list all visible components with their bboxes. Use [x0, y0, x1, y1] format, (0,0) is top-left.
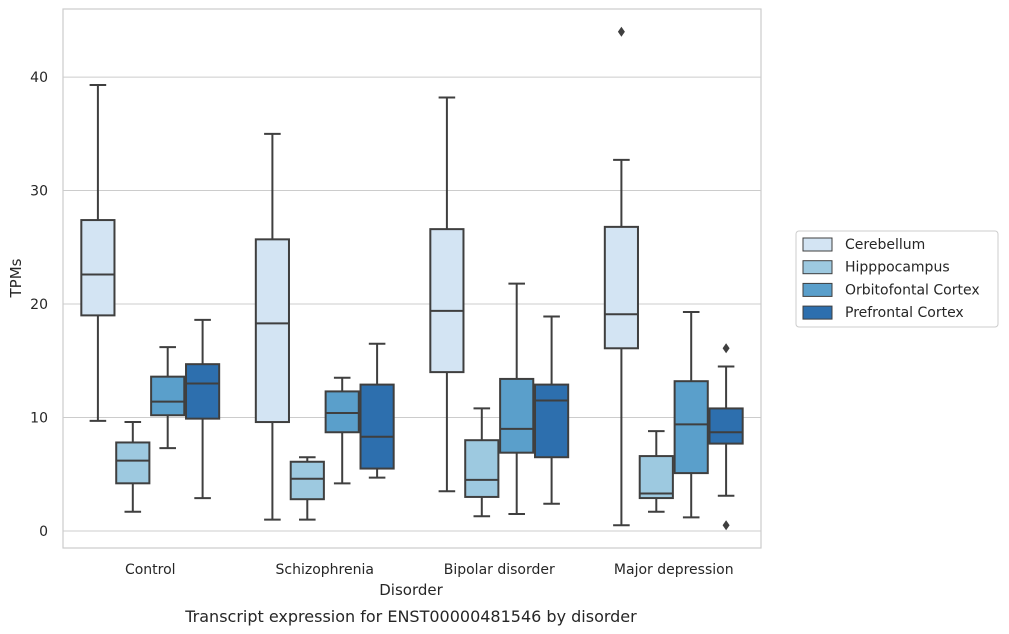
legend-swatch	[802, 282, 833, 297]
outlier-point	[722, 520, 730, 531]
x-axis-label: Disorder	[379, 581, 443, 599]
legend-label: Prefrontal Cortex	[845, 305, 964, 321]
chart-caption: Transcript expression for ENST0000048154…	[184, 607, 637, 626]
y-tick-label: 40	[30, 70, 48, 86]
box	[708, 407, 744, 445]
box	[185, 363, 221, 420]
y-tick-label: 20	[30, 297, 48, 313]
outlier-point	[617, 26, 625, 37]
legend-label: Hipppocampus	[845, 260, 950, 276]
gridlines	[63, 76, 761, 532]
x-tick-label: Schizophrenia	[276, 562, 374, 578]
x-tick-label: Control	[125, 562, 176, 578]
box	[603, 225, 639, 350]
x-tick-label: Bipolar disorder	[444, 562, 555, 578]
box	[534, 383, 570, 459]
x-tick-labels: Control Schizophrenia Bipolar disorder Majo…	[125, 562, 734, 578]
legend-frame	[795, 230, 999, 328]
legend-swatch	[802, 305, 833, 320]
box	[80, 219, 116, 317]
box	[115, 441, 151, 485]
plot-frame	[62, 8, 762, 549]
box	[673, 380, 709, 475]
x-tick-label: Major depression	[614, 562, 734, 578]
box	[429, 228, 465, 374]
boxes	[80, 26, 744, 531]
box	[499, 377, 535, 454]
box	[289, 460, 325, 501]
y-tick-label: 0	[39, 524, 48, 540]
legend-label: Cerebellum	[845, 237, 925, 253]
y-tick-label: 10	[30, 411, 48, 427]
box	[150, 375, 186, 417]
box	[254, 238, 290, 424]
box	[324, 390, 360, 434]
box	[359, 383, 395, 470]
legend-label: Orbitofontal Cortex	[845, 282, 980, 298]
legend-swatch	[802, 237, 833, 252]
box	[464, 439, 500, 498]
legend-swatch	[802, 260, 833, 275]
box	[638, 455, 674, 500]
legend: Cerebellum Hipppocampus Orbitofontal Corte…	[795, 230, 999, 328]
outlier-point	[722, 343, 730, 354]
y-tick-labels: 0 10 20 30 40	[30, 70, 48, 540]
y-tick-label: 30	[30, 184, 48, 200]
y-axis-label: TPMs	[7, 258, 25, 298]
